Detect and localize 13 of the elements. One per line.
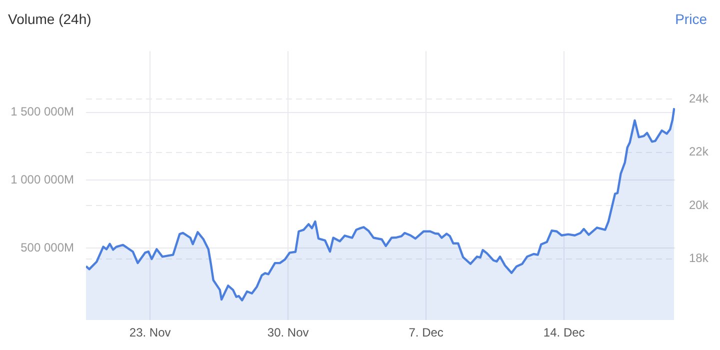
y2-axis-title: Price bbox=[675, 11, 707, 27]
x-tick-label: 30. Nov bbox=[267, 326, 309, 340]
y-tick-label: 1 000 000M bbox=[10, 172, 74, 186]
y2-tick-label: 20k bbox=[689, 198, 710, 212]
x-tick-label: 14. Dec bbox=[543, 326, 585, 340]
x-tick-label: 23. Nov bbox=[129, 326, 171, 340]
x-tick-label: 7. Dec bbox=[408, 326, 444, 340]
y2-tick-label: 18k bbox=[689, 251, 710, 266]
y2-tick-label: 22k bbox=[689, 144, 710, 159]
y2-tick-label: 24k bbox=[689, 91, 710, 106]
y-axis-title: Volume (24h) bbox=[8, 11, 92, 27]
y-tick-label: 500 000M bbox=[20, 240, 74, 254]
y-tick-label: 1 500 000M bbox=[10, 104, 74, 119]
